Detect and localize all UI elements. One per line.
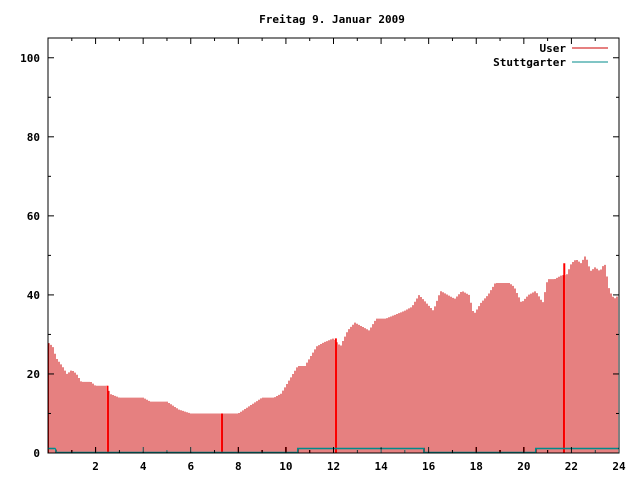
x-tick-label: 24 [612,460,626,473]
y-tick-label: 60 [27,210,40,223]
x-tick-label: 12 [327,460,340,473]
y-tick-label: 20 [27,368,40,381]
x-tick-label: 20 [517,460,530,473]
x-tick-label: 22 [565,460,578,473]
x-tick-label: 4 [140,460,147,473]
x-tick-label: 14 [374,460,388,473]
x-tick-label: 10 [279,460,292,473]
x-tick-label: 16 [422,460,436,473]
x-tick-label: 2 [92,460,99,473]
bars-layer [48,256,619,454]
y-tick-label: 80 [27,131,40,144]
y-tick-label: 0 [33,447,40,460]
y-tick-label: 100 [20,52,40,65]
stuttgarter-line [48,447,619,454]
x-tick-label: 6 [187,460,194,473]
legend: User Stuttgarter [493,42,608,69]
legend-label-stuttgarter: Stuttgarter [493,56,566,69]
chart-title: Freitag 9. Januar 2009 [259,13,405,26]
x-tick-label: 18 [470,460,483,473]
y-tick-label: 40 [27,289,40,302]
legend-label-user: User [540,42,567,55]
x-tick-label: 8 [235,460,242,473]
